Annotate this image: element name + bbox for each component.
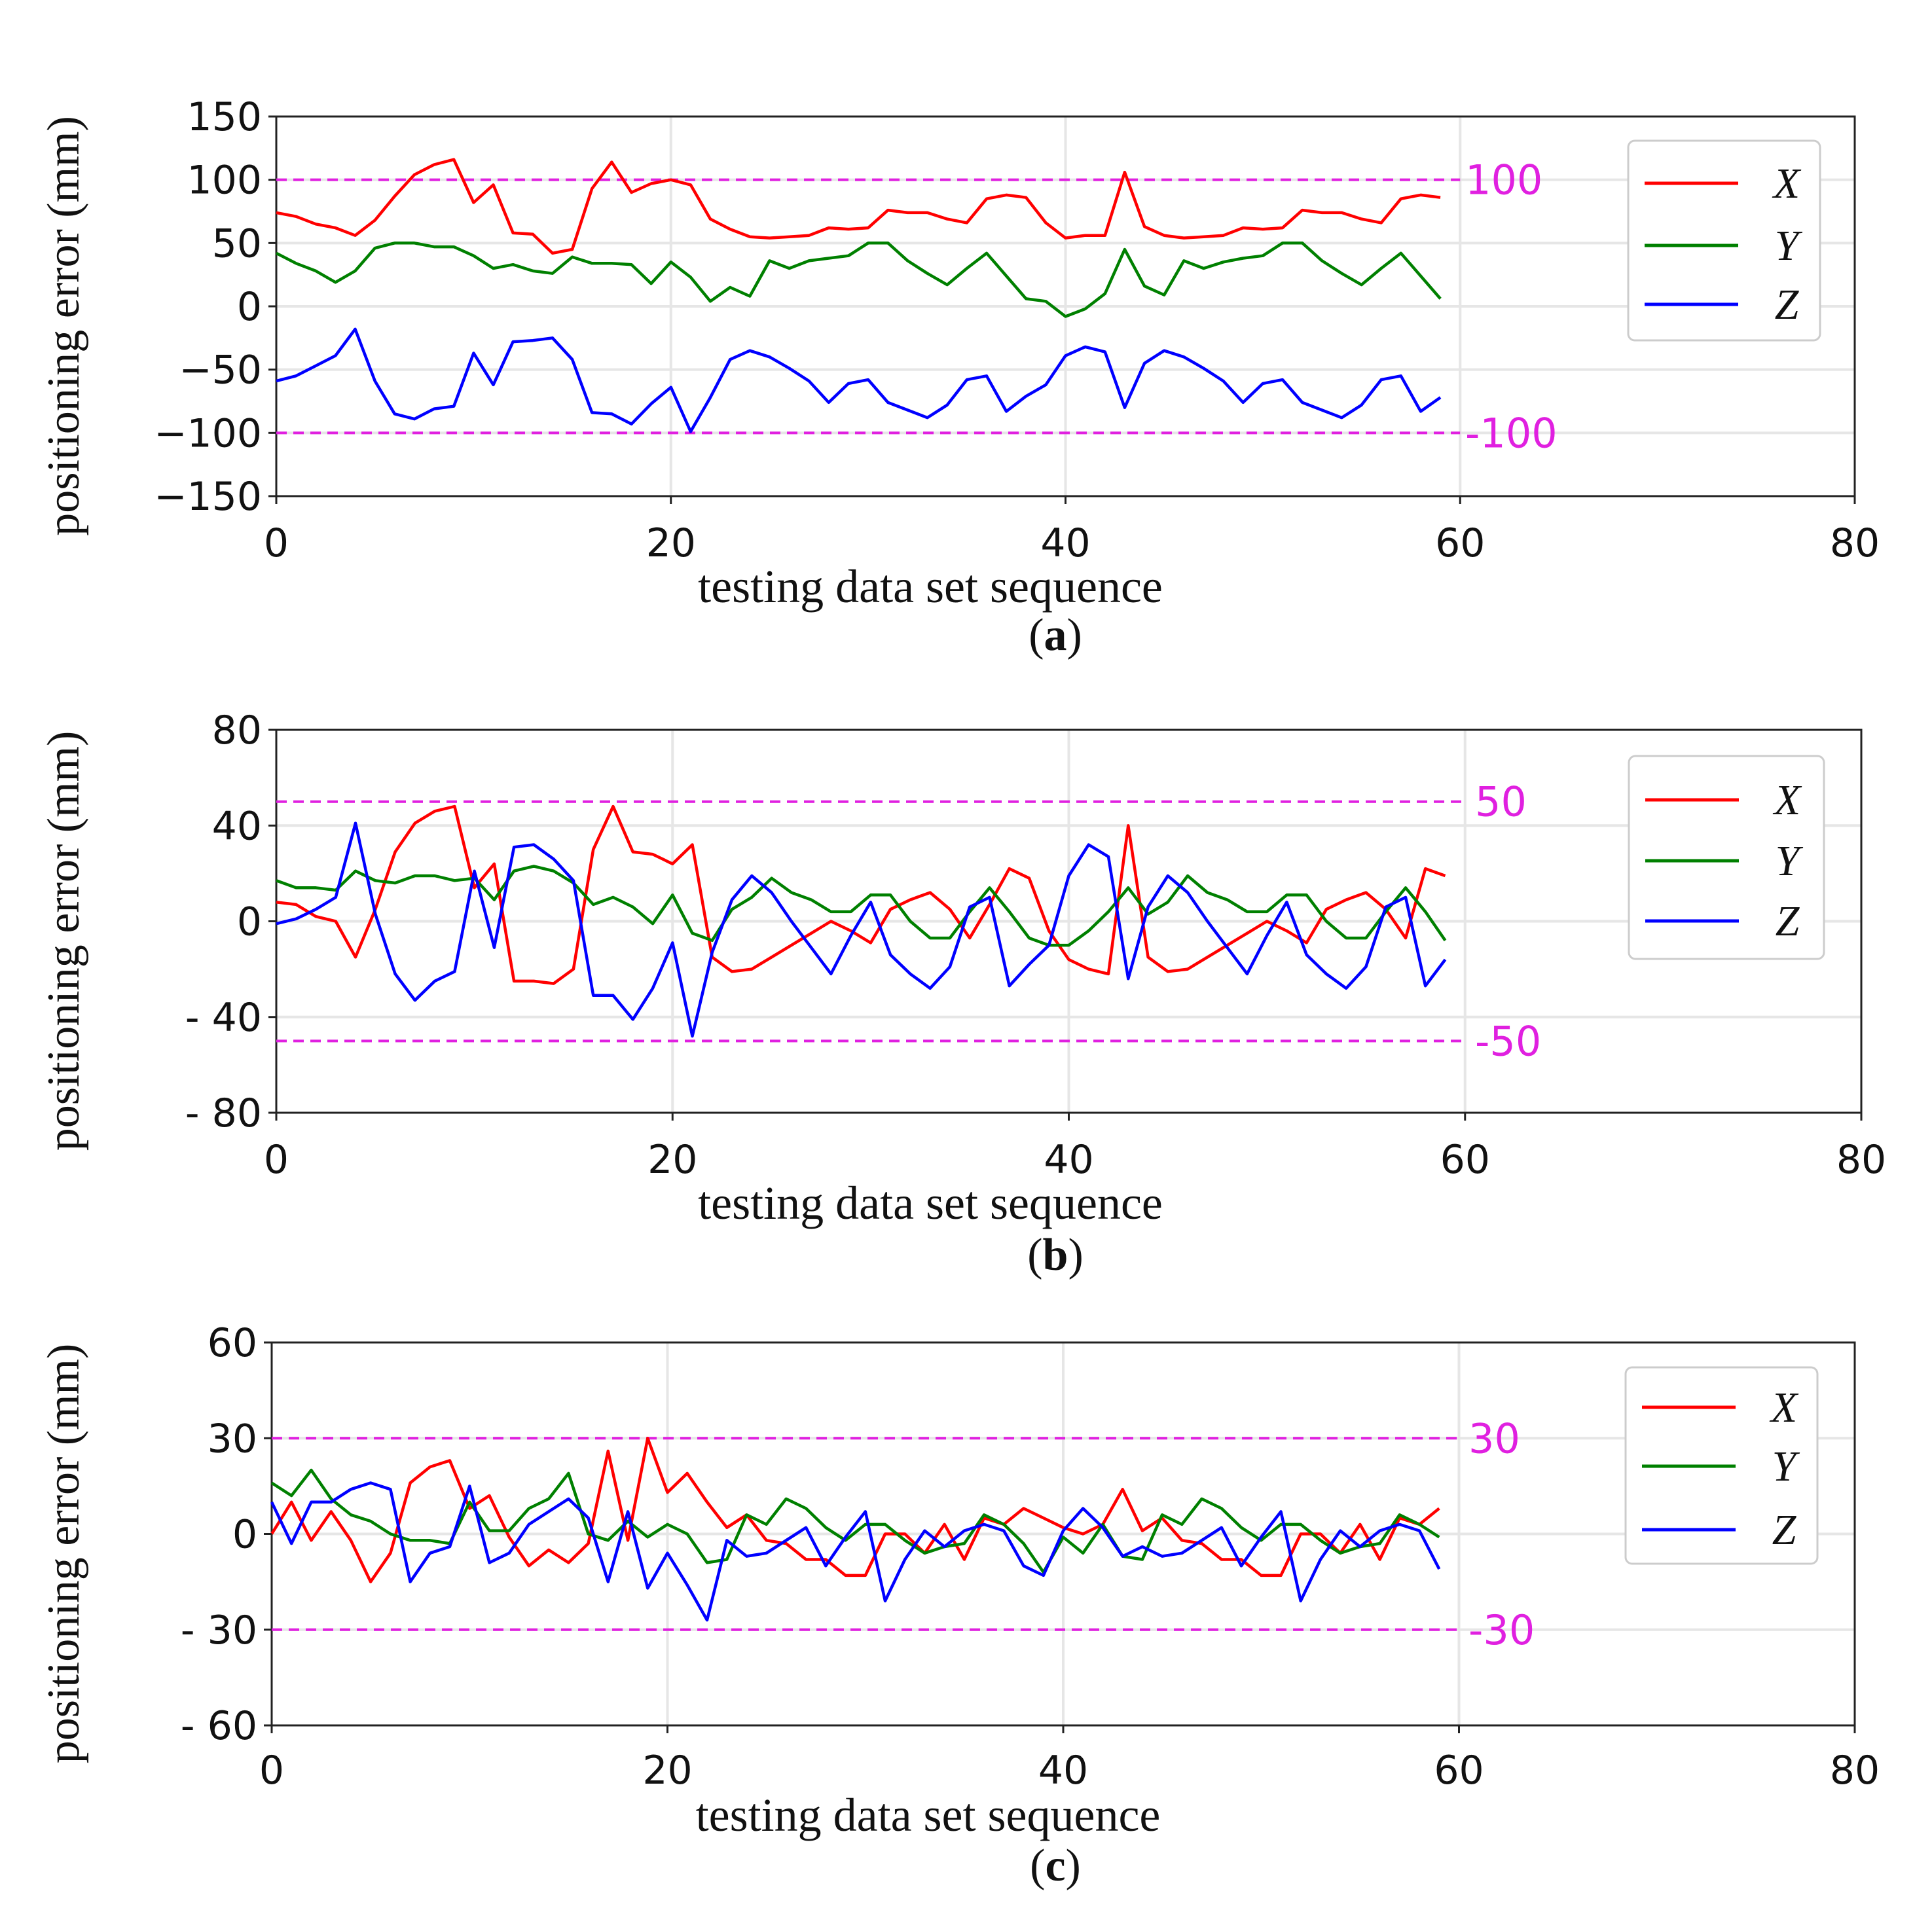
x-tick-label: 0 <box>264 1137 289 1183</box>
x-tick-label: 40 <box>1040 520 1090 566</box>
y-tick-label: 0 <box>232 1512 257 1558</box>
y-tick-label: 40 <box>212 803 262 849</box>
x-tick-label: 40 <box>1038 1748 1088 1793</box>
x-tick-label: 80 <box>1830 520 1880 566</box>
panel-caption: (c) <box>1030 1841 1081 1891</box>
series-line-X <box>276 804 1446 985</box>
x-axis-title: testing data set sequence <box>698 1177 1163 1229</box>
x-tick-label: 0 <box>259 1748 284 1793</box>
caption-paren-close: ) <box>1068 1230 1083 1280</box>
reference-line-label: -50 <box>1475 1017 1541 1065</box>
series-line-Z <box>270 1481 1441 1622</box>
x-axis-title: testing data set sequence <box>698 560 1163 613</box>
series-line-Z <box>276 821 1447 1038</box>
x-axis-title: testing data set sequence <box>696 1789 1161 1841</box>
legend-label-Z: Z <box>1775 281 1800 329</box>
series-line-Y <box>276 865 1447 947</box>
x-tick-label: 60 <box>1440 1137 1490 1183</box>
caption-paren-close: ) <box>1066 1841 1081 1891</box>
caption-letter: a <box>1044 610 1067 660</box>
y-tick-label: - 30 <box>181 1608 257 1653</box>
y-axis-title: positioning error (mm) <box>39 116 89 536</box>
legend: XYZ <box>1628 755 1825 960</box>
y-tick-label: - 60 <box>181 1703 257 1749</box>
legend-label-Z: Z <box>1776 897 1800 945</box>
legend-label-X: X <box>1772 160 1802 207</box>
y-tick-label: 0 <box>237 284 262 330</box>
y-tick-label: - 40 <box>185 995 262 1041</box>
series-line-Y <box>275 242 1442 318</box>
y-tick-label: 60 <box>208 1320 257 1366</box>
legend-label-Z: Z <box>1772 1506 1797 1554</box>
x-tick-label: 20 <box>647 1137 697 1183</box>
y-tick-label: 100 <box>187 158 262 204</box>
caption-letter: b <box>1043 1230 1068 1280</box>
y-tick-label: 0 <box>237 899 262 945</box>
x-tick-label: 80 <box>1836 1137 1886 1183</box>
x-tick-label: 60 <box>1435 520 1485 566</box>
legend-label-Y: Y <box>1775 222 1803 270</box>
x-tick-label: 0 <box>264 520 289 566</box>
caption-paren-open: ( <box>1030 1841 1045 1891</box>
y-axis-title: positioning error (mm) <box>39 731 89 1151</box>
caption-paren-open: ( <box>1027 1230 1042 1280</box>
legend-frame <box>1627 139 1821 342</box>
x-tick-label: 60 <box>1434 1748 1484 1793</box>
legend-label-Y: Y <box>1776 837 1804 885</box>
legend: XYZ <box>1627 139 1821 342</box>
legend-label-X: X <box>1769 1384 1799 1432</box>
y-tick-label: 50 <box>212 221 262 266</box>
caption-letter: c <box>1045 1841 1065 1891</box>
legend: XYZ <box>1624 1366 1819 1565</box>
legend-label-Y: Y <box>1772 1443 1800 1490</box>
x-tick-label: 20 <box>642 1748 692 1793</box>
legend-label-X: X <box>1772 776 1802 824</box>
series-line-X <box>276 158 1441 255</box>
y-tick-label: 150 <box>187 94 262 140</box>
series-line-X <box>270 1437 1440 1583</box>
x-tick-label: 80 <box>1830 1748 1880 1793</box>
y-axis-title: positioning error (mm) <box>39 1344 89 1764</box>
reference-line-label: -100 <box>1465 409 1558 457</box>
legend-frame <box>1628 755 1825 960</box>
y-tick-label: −50 <box>179 348 262 393</box>
panel-caption: (b) <box>1027 1230 1084 1280</box>
panel-caption: (a) <box>1029 610 1082 660</box>
series-line-Y <box>270 1468 1440 1574</box>
y-tick-label: −150 <box>154 474 262 520</box>
reference-line-label: -30 <box>1468 1606 1535 1654</box>
series-line-Z <box>276 327 1442 433</box>
y-tick-label: - 80 <box>185 1090 262 1136</box>
caption-paren-open: ( <box>1029 610 1044 660</box>
y-tick-label: −100 <box>154 410 262 456</box>
reference-line-label: 100 <box>1465 156 1542 204</box>
reference-line-label: 30 <box>1468 1414 1520 1462</box>
x-tick-label: 20 <box>646 520 696 566</box>
y-tick-label: 30 <box>208 1416 257 1462</box>
reference-line-label: 50 <box>1475 778 1527 826</box>
y-tick-label: 80 <box>212 708 262 753</box>
caption-paren-close: ) <box>1067 610 1082 660</box>
x-tick-label: 40 <box>1044 1137 1093 1183</box>
